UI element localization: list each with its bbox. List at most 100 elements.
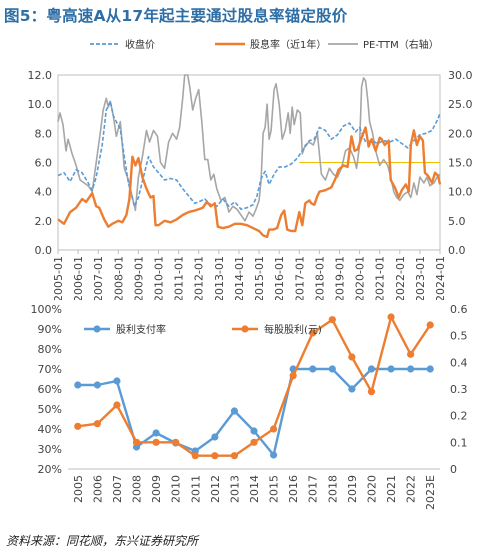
- y-left-tick-label: 2.0: [35, 215, 53, 228]
- x-tick-label: 2005-01: [52, 256, 65, 300]
- x-tick-label: 2020-01: [354, 256, 367, 300]
- y-right-tick-label: 25.0: [448, 98, 473, 111]
- y-right-tick-label: 0.3: [450, 383, 468, 396]
- x-tick-label: 2013-01: [213, 256, 226, 300]
- legend-label-1: 每股股利(元): [264, 323, 322, 336]
- series-point-1: [269, 425, 278, 433]
- series-point-0: [309, 365, 317, 373]
- x-tick-label: 2013: [228, 475, 241, 503]
- series-line-2: [57, 74, 441, 222]
- series-point-0: [407, 365, 415, 373]
- series-point-1: [348, 353, 356, 361]
- y-right-tick-label: 10.0: [448, 186, 473, 199]
- series-point-1: [426, 321, 434, 329]
- series-point-1: [289, 372, 297, 380]
- x-tick-label: 2019-01: [333, 256, 346, 300]
- y-left-tick-label: 10.0: [28, 98, 53, 111]
- source-note: 资料来源：同花顺，东兴证券研究所: [6, 534, 199, 548]
- series-point-0: [211, 433, 219, 441]
- y-left-tick-label: 70%: [38, 363, 62, 376]
- y-left-tick-label: 30%: [38, 443, 62, 456]
- y-left-tick-label: 50%: [38, 403, 62, 416]
- x-tick-label: 2016: [287, 475, 300, 503]
- series-point-0: [230, 407, 239, 415]
- x-tick-label: 2011-01: [173, 256, 186, 300]
- x-tick-label: 2009-01: [132, 256, 145, 300]
- x-tick-label: 2021: [385, 475, 398, 503]
- series-point-1: [309, 329, 317, 337]
- chart-price-dividend-pe: 0.0 2.0 4.0 6.0 8.0 10.0 12.0 0.0 5.0 10.0 15.0 20.…: [28, 38, 473, 300]
- x-tick-label: 2015: [268, 475, 281, 503]
- legend-label-0: 收盘价: [125, 38, 155, 51]
- x-tick-label: 2023E: [424, 475, 437, 510]
- series-point-1: [172, 438, 180, 446]
- series-point-1: [211, 452, 219, 460]
- x-tick-label: 2010-01: [153, 256, 166, 300]
- series-point-0: [387, 365, 395, 373]
- x-tick-label: 2024-01: [434, 256, 447, 300]
- x-tick-label: 2007: [111, 475, 124, 503]
- y-right-tick-label: 30.0: [448, 69, 473, 82]
- series-point-1: [113, 401, 121, 409]
- series-line-1: [77, 315, 432, 457]
- series-point-1: [250, 438, 258, 446]
- series-line-1: [57, 126, 442, 239]
- y-left-tick-label: 80%: [38, 343, 62, 356]
- x-tick-label: 2017-01: [293, 256, 306, 300]
- x-tick-label: 2011: [189, 475, 202, 503]
- series-point-1: [230, 452, 239, 460]
- series-point-1: [132, 438, 141, 446]
- y-right-tick-label: 0.1: [450, 436, 468, 449]
- series-point-0: [113, 377, 121, 385]
- y-right-tick-label: 15.0: [448, 157, 473, 170]
- x-tick-label: 2006: [91, 475, 104, 503]
- x-tick-label: 2022-01: [394, 256, 407, 300]
- legend-label-1: 股息率（近1年）: [250, 38, 326, 51]
- series-point-1: [93, 420, 101, 428]
- y-right-tick-label: 0.2: [450, 410, 468, 423]
- y-right-tick-label: 0.6: [450, 303, 468, 316]
- x-tick-label: 2016-01: [273, 256, 286, 300]
- x-tick-label: 2008: [131, 475, 144, 503]
- y-left-tick-label: 8.0: [35, 127, 53, 140]
- x-tick-label: 2021-01: [374, 256, 387, 300]
- x-tick-label: 2010: [170, 475, 183, 503]
- series-point-1: [328, 316, 336, 324]
- x-tick-label: 2015-01: [253, 256, 266, 300]
- x-tick-label: 2007-01: [92, 256, 105, 300]
- series-point-0: [152, 429, 160, 437]
- series-point-0: [348, 385, 356, 393]
- x-tick-label: 2012-01: [193, 256, 206, 300]
- x-tick-label: 2009: [150, 475, 163, 503]
- y-right-tick-label: 5.0: [448, 215, 466, 228]
- x-tick-label: 2012: [209, 475, 222, 503]
- series-point-1: [191, 452, 199, 460]
- y-left-tick-label: 6.0: [35, 157, 53, 170]
- y-left-tick-label: 40%: [38, 423, 62, 436]
- x-tick-label: 2014: [248, 475, 261, 503]
- series-point-0: [426, 365, 434, 373]
- x-tick-label: 2008-01: [112, 256, 125, 300]
- series-point-0: [74, 381, 82, 389]
- series-point-0: [93, 381, 101, 389]
- y-left-tick-label: 90%: [38, 323, 62, 336]
- y-right-tick-label: 0.5: [450, 330, 468, 343]
- legend-label-2: PE-TTM（右轴）: [363, 38, 439, 51]
- y-left-tick-label: 4.0: [35, 186, 53, 199]
- series-point-0: [367, 365, 376, 373]
- y-left-tick-label: 12.0: [28, 69, 53, 82]
- series-point-1: [152, 438, 160, 446]
- y-right-tick-label: 0.4: [450, 356, 468, 369]
- x-tick-label: 2006-01: [72, 256, 85, 300]
- y-left-tick-label: 20%: [38, 463, 62, 476]
- series-point-0: [328, 365, 336, 373]
- x-tick-label: 2014-01: [233, 256, 246, 300]
- x-tick-label: 2018-01: [313, 256, 326, 300]
- y-left-tick-label: 0.0: [35, 244, 53, 257]
- series-point-1: [367, 388, 376, 396]
- series-point-0: [250, 427, 258, 435]
- series-point-1: [74, 422, 82, 430]
- x-tick-label: 2018: [326, 475, 339, 503]
- series-point-1: [407, 350, 415, 358]
- x-tick-label: 2019: [346, 475, 359, 503]
